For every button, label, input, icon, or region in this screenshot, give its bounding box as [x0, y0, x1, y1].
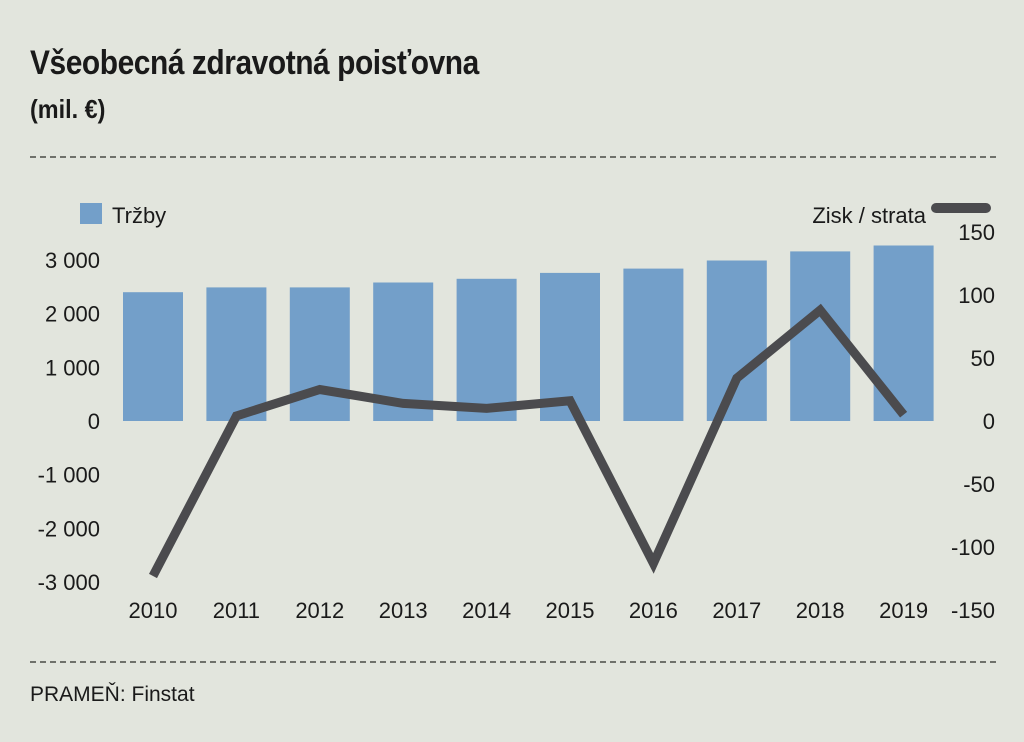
legend-bar-label: Tržby	[112, 203, 166, 228]
legend: Tržby Zisk / strata	[80, 203, 991, 228]
x-tick-label: 2013	[379, 598, 428, 623]
x-tick-label: 2015	[546, 598, 595, 623]
left-tick-label: -3 000	[38, 570, 100, 595]
legend-line-label: Zisk / strata	[812, 203, 926, 228]
bottom-divider	[30, 661, 996, 663]
right-tick-label: 100	[958, 283, 995, 308]
left-tick-label: 2 000	[45, 302, 100, 327]
x-tick-label: 2019	[879, 598, 928, 623]
bar-2010	[123, 292, 183, 421]
bar-2011	[206, 287, 267, 421]
x-tick-label: 2012	[295, 598, 344, 623]
x-tick-label: 2017	[712, 598, 761, 623]
bars-group	[123, 245, 934, 421]
x-axis: 2010 2011 2012 2013 2014 2015 2016 2017 2018 2019	[129, 598, 929, 623]
bar-2014	[456, 278, 517, 421]
right-tick-label: -50	[963, 472, 995, 497]
profit-line-group	[149, 303, 908, 579]
legend-bar-swatch	[80, 203, 102, 224]
right-tick-label: 50	[971, 346, 995, 371]
left-tick-label: -1 000	[38, 463, 100, 488]
left-tick-label: -2 000	[38, 516, 100, 541]
bar-2016	[623, 268, 684, 421]
left-tick-label: 3 000	[45, 248, 100, 273]
right-tick-label: 0	[983, 409, 995, 434]
x-tick-label: 2011	[213, 598, 260, 623]
left-tick-label: 0	[88, 409, 100, 434]
x-tick-label: 2010	[129, 598, 178, 623]
top-divider	[30, 156, 996, 158]
chart-title: Všeobecná zdravotná poisťovna	[30, 44, 479, 82]
right-tick-label: 150	[958, 220, 995, 245]
right-tick-label: -100	[951, 535, 995, 560]
source-note: PRAMEŇ: Finstat	[30, 683, 195, 706]
left-tick-label: 1 000	[45, 355, 100, 380]
x-tick-label: 2016	[629, 598, 678, 623]
bar-2017	[706, 260, 767, 421]
x-tick-label: 2018	[796, 598, 845, 623]
profit-line	[149, 303, 908, 579]
right-axis: 150 100 50 0 -50 -100 -150	[951, 220, 995, 623]
chart-subtitle: (mil. €)	[30, 94, 106, 124]
bar-2012	[289, 287, 350, 421]
x-tick-label: 2014	[462, 598, 511, 623]
right-tick-label: -150	[951, 598, 995, 623]
left-axis: 3 000 2 000 1 000 0 -1 000 -2 000 -3 000	[38, 248, 100, 595]
